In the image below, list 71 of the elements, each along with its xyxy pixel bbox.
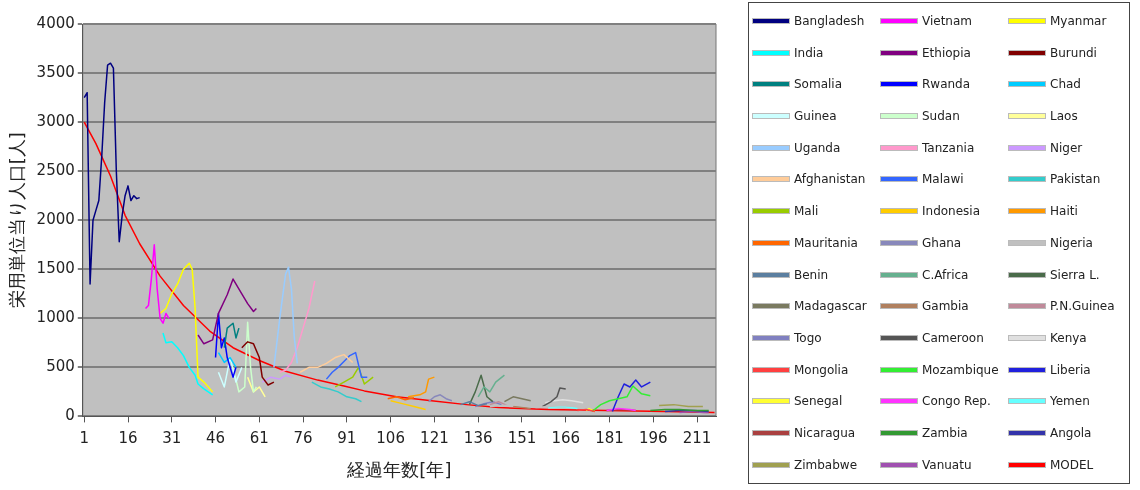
legend-label: Vietnam xyxy=(922,13,973,28)
x-tick-label: 46 xyxy=(206,429,226,448)
x-tick-label: 121 xyxy=(420,429,449,448)
x-tick-label: 61 xyxy=(249,429,269,448)
legend-label: Togo xyxy=(794,331,822,346)
legend-label: Zimbabwe xyxy=(794,457,858,472)
legend-label: Nigeria xyxy=(1050,235,1093,250)
x-axis-title: 経過年数[年] xyxy=(346,458,452,480)
x-tick-label: 1 xyxy=(79,429,90,448)
legend-label: Bangladesh xyxy=(794,13,865,28)
x-tick-label: 91 xyxy=(337,429,357,448)
legend-label: India xyxy=(794,45,824,60)
legend-label: Chad xyxy=(1050,77,1081,92)
legend-label: Liberia xyxy=(1050,362,1091,377)
legend-label: Malawi xyxy=(922,172,964,187)
legend-label: Rwanda xyxy=(922,77,971,92)
legend-label: P.N.Guinea xyxy=(1050,299,1115,314)
x-tick-label: 196 xyxy=(638,429,668,448)
x-tick-label: 181 xyxy=(595,429,624,448)
legend-label: Ethiopia xyxy=(922,45,971,60)
legend-label: Vanuatu xyxy=(922,457,972,472)
legend-label: Kenya xyxy=(1050,331,1087,346)
legend-label: Mozambique xyxy=(922,362,999,377)
legend-label: Senegal xyxy=(794,394,843,409)
legend-label: MODEL xyxy=(1050,457,1094,472)
legend-label: Madagascar xyxy=(794,299,867,314)
x-tick-label: 136 xyxy=(463,429,493,448)
y-tick-label: 500 xyxy=(46,357,75,376)
legend-label: Cameroon xyxy=(922,331,984,346)
legend-label: Burundi xyxy=(1050,45,1097,60)
x-tick-label: 31 xyxy=(162,429,182,448)
x-tick-label: 151 xyxy=(507,429,537,448)
legend-label: Gambia xyxy=(922,299,969,314)
y-axis-title: 栄用単位当り人口[人] xyxy=(6,132,28,309)
legend-label: Laos xyxy=(1050,109,1078,124)
legend-label: Zambia xyxy=(922,426,968,441)
legend-label: Niger xyxy=(1050,140,1083,155)
legend-label: Tanzania xyxy=(922,140,975,155)
y-tick-label: 1000 xyxy=(36,308,75,327)
x-tick-label: 106 xyxy=(376,429,405,448)
legend-label: Mali xyxy=(794,204,819,219)
legend-label: Sudan xyxy=(922,109,960,124)
legend-label: Uganda xyxy=(794,140,841,155)
y-tick-label: 2500 xyxy=(36,161,75,180)
legend-label: Mongolia xyxy=(794,362,849,377)
x-tick-label: 16 xyxy=(118,429,138,448)
x-tick-label: 166 xyxy=(551,429,581,448)
legend-label: Indonesia xyxy=(922,204,981,219)
legend-label: Congo Rep. xyxy=(922,394,991,409)
legend-label: C.Africa xyxy=(922,267,969,282)
y-tick-label: 3000 xyxy=(36,111,75,130)
legend-label: Nicaragua xyxy=(794,426,856,441)
legend-label: Myanmar xyxy=(1050,13,1107,28)
x-tick-label: 76 xyxy=(293,429,313,448)
y-tick-label: 0 xyxy=(65,406,75,425)
legend-label: Benin xyxy=(794,267,829,282)
legend-label: Angola xyxy=(1050,426,1092,441)
legend-label: Haiti xyxy=(1050,204,1078,219)
legend-label: Guinea xyxy=(794,109,837,124)
y-tick-label: 3500 xyxy=(36,62,75,81)
y-tick-label: 2000 xyxy=(36,210,75,229)
legend-label: Pakistan xyxy=(1050,172,1101,187)
legend-label: Mauritania xyxy=(794,235,858,250)
legend-label: Ghana xyxy=(922,235,962,250)
legend-label: Somalia xyxy=(794,77,843,92)
y-tick-label: 4000 xyxy=(36,13,75,32)
legend-label: Yemen xyxy=(1050,394,1090,409)
legend-label: Sierra L. xyxy=(1050,267,1100,282)
legend-label: Afghanistan xyxy=(794,172,866,187)
x-tick-label: 211 xyxy=(682,429,712,448)
y-tick-label: 1500 xyxy=(36,259,75,278)
